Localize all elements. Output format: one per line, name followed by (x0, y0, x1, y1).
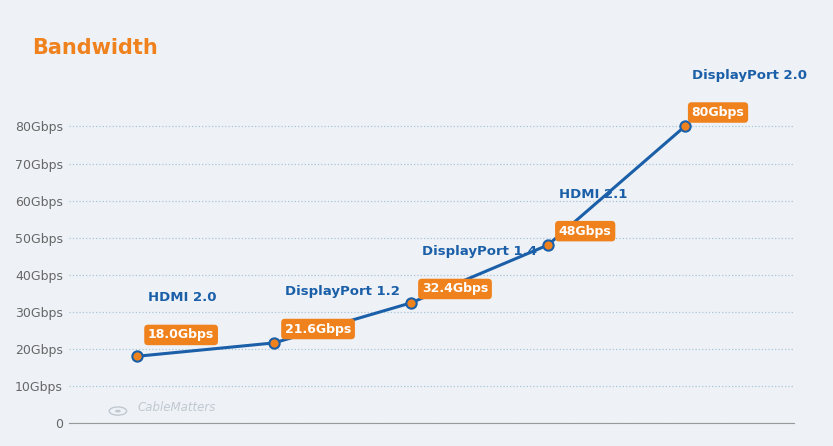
Point (678, 123, 691, 130)
Text: 80Gbps: 80Gbps (691, 106, 745, 119)
Text: DisplayPort 1.4: DisplayPort 1.4 (421, 245, 537, 258)
Point (267, 339, 281, 347)
Text: HDMI 2.1: HDMI 2.1 (559, 188, 627, 201)
Circle shape (115, 410, 121, 413)
Text: DisplayPort 1.2: DisplayPort 1.2 (285, 285, 400, 298)
Text: 48Gbps: 48Gbps (559, 225, 611, 238)
Point (130, 353, 143, 360)
Text: Bandwidth: Bandwidth (32, 37, 158, 58)
Point (541, 241, 555, 248)
Text: 21.6Gbps: 21.6Gbps (285, 322, 352, 335)
Text: CableMatters: CableMatters (137, 401, 216, 414)
Text: 18.0Gbps: 18.0Gbps (148, 328, 214, 342)
Text: DisplayPort 2.0: DisplayPort 2.0 (691, 69, 806, 82)
Text: 32.4Gbps: 32.4Gbps (421, 282, 488, 295)
Text: HDMI 2.0: HDMI 2.0 (148, 291, 217, 304)
Point (404, 299, 417, 306)
